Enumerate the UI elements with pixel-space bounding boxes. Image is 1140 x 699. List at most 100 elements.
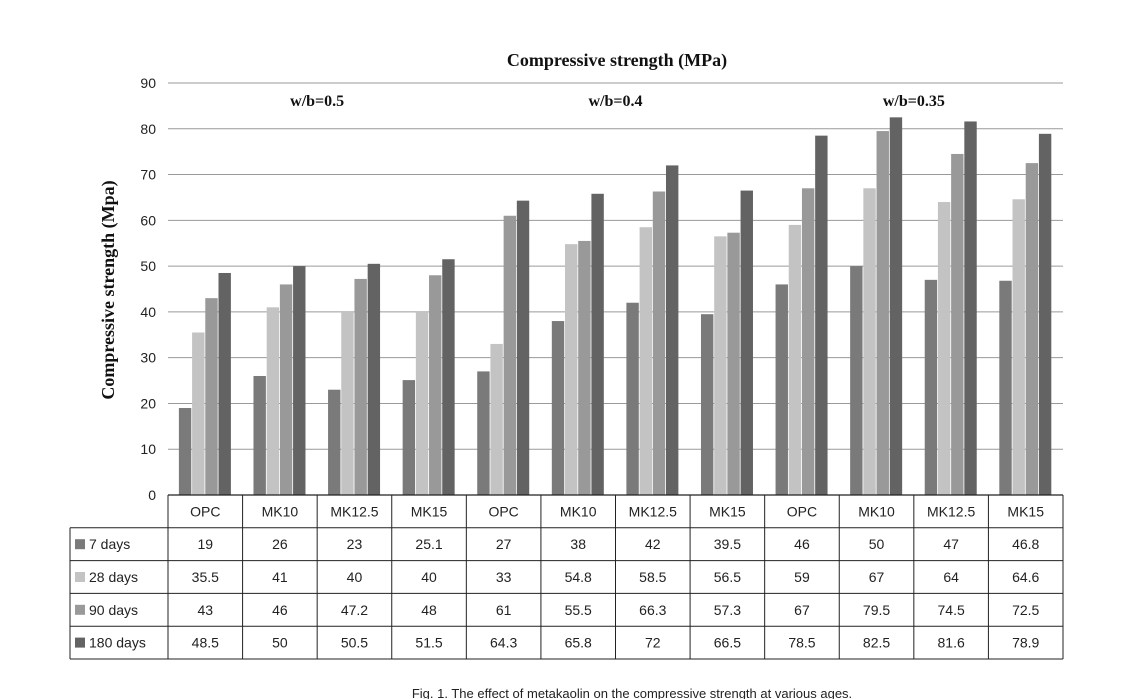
data-label: 51.5 — [415, 635, 442, 651]
data-label: 41 — [272, 569, 288, 585]
bar — [964, 121, 977, 495]
bar — [626, 302, 639, 495]
legend-label: 7 days — [89, 536, 130, 552]
data-label: 54.8 — [565, 569, 592, 585]
bar — [1012, 199, 1025, 495]
bar — [503, 215, 517, 495]
data-label: 40 — [347, 569, 363, 585]
data-label: 79.5 — [863, 602, 890, 618]
bar — [293, 266, 306, 495]
bar — [1025, 163, 1039, 495]
group-label: w/b=0.4 — [588, 93, 642, 110]
data-label: 64.3 — [490, 635, 517, 651]
data-label: 66.3 — [639, 602, 666, 618]
y-tick-label: 30 — [140, 350, 156, 366]
bar — [889, 117, 903, 495]
y-tick-label: 70 — [140, 167, 156, 183]
bar — [178, 408, 192, 495]
bar — [477, 371, 490, 495]
category-label: MK10 — [560, 503, 597, 519]
bar — [850, 266, 863, 495]
y-tick-label: 80 — [140, 121, 156, 137]
category-label: OPC — [190, 503, 220, 519]
bar — [1038, 133, 1052, 495]
bar — [788, 224, 802, 495]
bar — [775, 284, 788, 495]
bar — [578, 240, 591, 495]
data-label: 48.5 — [192, 635, 219, 651]
data-label: 40 — [421, 569, 437, 585]
bar — [863, 188, 876, 496]
data-label: 59 — [794, 569, 810, 585]
bar — [700, 314, 714, 495]
data-label: 61 — [496, 602, 512, 618]
y-tick-label: 10 — [140, 441, 156, 457]
bar — [192, 332, 205, 495]
category-label: MK15 — [1007, 503, 1044, 519]
bar — [442, 259, 455, 495]
category-label: OPC — [787, 503, 817, 519]
bar — [516, 200, 530, 495]
y-tick-label: 50 — [140, 258, 156, 274]
bar — [205, 298, 218, 495]
data-label: 43 — [198, 602, 214, 618]
category-label: MK15 — [411, 503, 448, 519]
data-label: 27 — [496, 536, 512, 552]
data-label: 57.3 — [714, 602, 741, 618]
bar — [740, 190, 753, 496]
data-label: 50 — [869, 536, 885, 552]
data-label: 74.5 — [938, 602, 965, 618]
bar — [429, 275, 442, 495]
bar — [591, 193, 604, 495]
bar — [815, 135, 828, 495]
bar — [354, 278, 367, 495]
y-tick-label: 40 — [140, 304, 156, 320]
figure-caption: Fig. 1. The effect of metakaolin on the … — [412, 686, 852, 699]
chart-title: Compressive strength (MPa) — [507, 50, 727, 71]
bar — [218, 272, 231, 495]
bars — [178, 117, 1052, 496]
bar — [999, 280, 1012, 495]
legend-swatch — [75, 539, 85, 550]
data-label: 46 — [272, 602, 288, 618]
bar — [565, 244, 578, 495]
y-tick-labels: 0 10 20 30 40 50 60 70 80 90 — [140, 75, 156, 503]
bar — [328, 389, 341, 495]
data-label: 48 — [421, 602, 437, 618]
category-label: MK10 — [262, 503, 299, 519]
data-label: 47.2 — [341, 602, 368, 618]
data-label: 19 — [198, 536, 214, 552]
data-label: 39.5 — [714, 536, 741, 552]
data-label: 42 — [645, 536, 661, 552]
legend-label: 180 days — [89, 635, 146, 651]
bar — [490, 343, 503, 495]
data-label: 56.5 — [714, 569, 741, 585]
data-label: 38 — [570, 536, 586, 552]
legend-label: 90 days — [89, 602, 138, 618]
data-label: 81.6 — [938, 635, 965, 651]
bar — [951, 153, 964, 495]
bar — [367, 263, 381, 495]
bar — [652, 191, 666, 495]
bar — [415, 311, 429, 495]
data-table: OPC MK10 MK12.5 MK15 OPC MK10 MK12.5 MK15 OPC MK1… — [69, 494, 1064, 660]
data-label: 55.5 — [565, 602, 592, 618]
category-label: MK12.5 — [927, 503, 975, 519]
category-label: MK10 — [858, 503, 895, 519]
data-label: 72.5 — [1012, 602, 1039, 618]
data-label: 23 — [347, 536, 363, 552]
bar — [876, 131, 889, 496]
data-label: 67 — [869, 569, 885, 585]
bar — [279, 284, 293, 495]
data-label: 33 — [496, 569, 512, 585]
group-label: w/b=0.5 — [290, 93, 344, 110]
data-label: 25.1 — [415, 536, 442, 552]
data-label: 46 — [794, 536, 810, 552]
category-label: MK15 — [709, 503, 746, 519]
bar — [665, 165, 679, 495]
data-label: 65.8 — [565, 635, 592, 651]
bar — [727, 232, 740, 495]
legend-swatch — [75, 637, 85, 648]
